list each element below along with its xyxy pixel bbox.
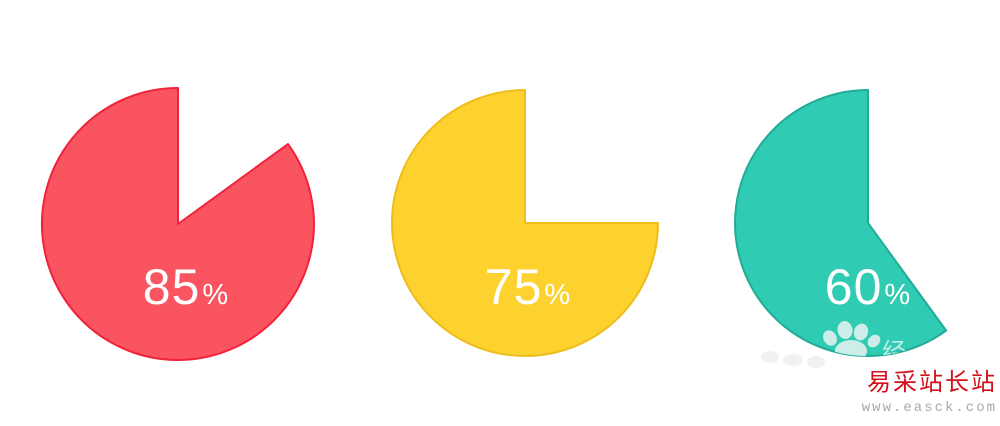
paw-print-icon: 经 [823,321,906,366]
teal-pie-slice [734,89,948,357]
watermark-fragment [761,351,779,363]
watermark-fragment [807,356,825,368]
watermark-fragment [783,354,803,366]
yellow-pie-slice [391,89,659,357]
site-watermark: 易采站长站 www.easck.com [862,369,997,416]
watermark-glyph-fragment: 经 [882,339,906,366]
red-pie-slice [40,87,315,361]
paw-toe [823,330,837,346]
paw-toe [837,321,853,339]
site-url-text: www.easck.com [861,400,997,416]
paw-toe [867,334,881,348]
paw-toe [853,323,869,341]
paw-pad [835,340,867,356]
site-name-text: 易采站长站 [867,370,997,396]
